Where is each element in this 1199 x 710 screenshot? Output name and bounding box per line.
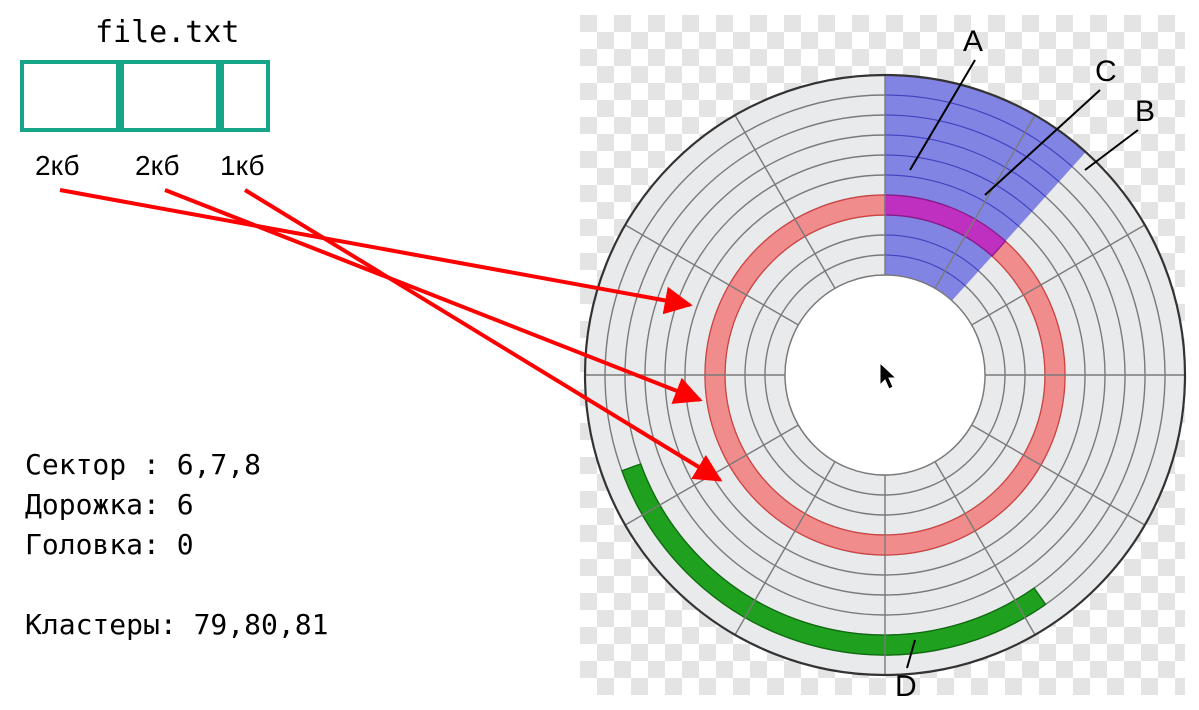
info-line-1: Дорожка: 6 <box>25 488 194 521</box>
file-block-size-1: 2кб <box>135 150 179 182</box>
diagram-root: { "file": { "title": "file.txt", "title_… <box>0 0 1199 710</box>
disk-label-B: B <box>1135 95 1155 129</box>
info-line-0: Сектор : 6,7,8 <box>25 448 261 481</box>
info-line-2: Головка: 0 <box>25 528 194 561</box>
info-cluster-line: Кластеры: 79,80,81 <box>25 608 328 641</box>
file-block-2 <box>220 60 270 132</box>
disk-label-D: D <box>895 670 917 704</box>
file-block-size-0: 2кб <box>35 150 79 182</box>
disk-label-C: C <box>1095 55 1117 89</box>
disk-label-A: A <box>963 25 983 59</box>
file-block-1 <box>120 60 220 132</box>
file-block-0 <box>20 60 120 132</box>
file-block-size-2: 1кб <box>220 150 264 182</box>
file-title: file.txt <box>95 15 240 50</box>
